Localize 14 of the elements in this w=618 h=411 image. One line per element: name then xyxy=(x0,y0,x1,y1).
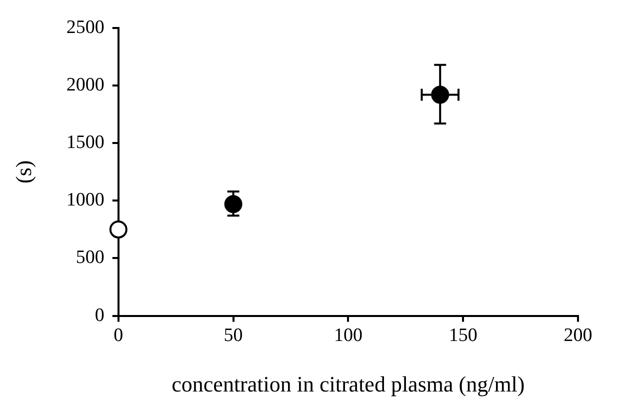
point xyxy=(109,220,128,238)
x-tick-label: 50 xyxy=(224,325,243,346)
y-tick-label: 500 xyxy=(76,247,104,268)
y-tick-label: 1500 xyxy=(66,132,104,154)
x-tick-label: 100 xyxy=(334,325,362,346)
y-tick-label: 2000 xyxy=(66,74,104,96)
y-tick-label: 0 xyxy=(94,304,104,326)
y-axis-title: (s) xyxy=(10,160,36,184)
x-axis-title: concentration in citrated plasma (ng/ml) xyxy=(172,372,525,397)
y-tick-label: 1000 xyxy=(66,190,104,211)
x-tick-label: 200 xyxy=(564,325,592,346)
x-tick-label: 150 xyxy=(448,325,478,346)
y-tick-label: 2500 xyxy=(66,16,104,38)
x-tick-label: 0 xyxy=(114,325,124,346)
